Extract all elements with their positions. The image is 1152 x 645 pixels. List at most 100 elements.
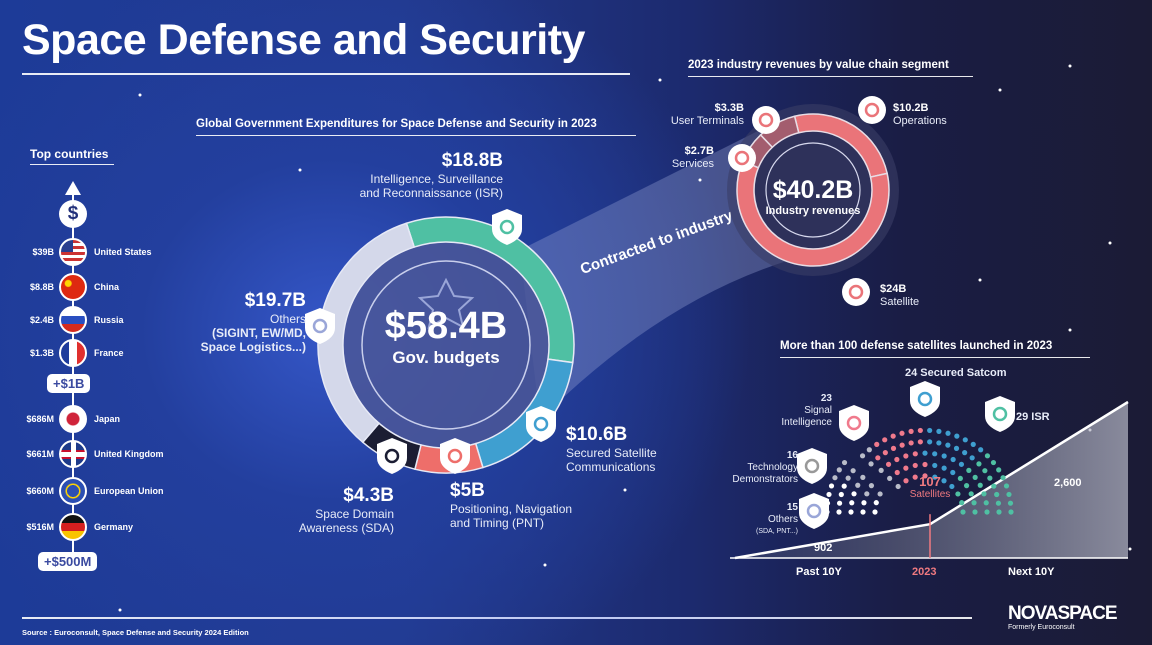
satellite-dot	[836, 509, 842, 515]
satellite-dot	[960, 509, 966, 515]
country-name: Japan	[94, 414, 121, 424]
satellite-dot	[969, 455, 975, 461]
satellite-dot	[953, 445, 960, 451]
sigint-l1: Signal	[804, 405, 832, 416]
pnt-l2: and Timing (PNT)	[450, 516, 545, 530]
radar-icon	[377, 438, 407, 474]
source-text: Source : Euroconsult, Space Defense and …	[22, 628, 249, 637]
satellite-dot	[890, 445, 897, 451]
star-icon	[417, 277, 475, 329]
satellite-dot	[912, 462, 918, 469]
page-title: Space Defense and Security	[22, 16, 585, 64]
satellite-dot	[955, 491, 961, 497]
satellite-dot	[932, 474, 938, 480]
satellite-dot	[941, 453, 947, 459]
divider	[688, 76, 973, 77]
satellite-dot	[899, 442, 905, 448]
satellite-dot	[941, 478, 947, 484]
flag-icon	[59, 477, 87, 505]
pnt-l1: Positioning, Navigation	[450, 502, 573, 516]
country-name: European Union	[94, 486, 164, 496]
satellite-dot	[851, 491, 857, 497]
divider	[780, 357, 1090, 358]
threshold-1b: +$1B	[47, 374, 91, 393]
divider	[196, 135, 636, 136]
satellite-dot	[836, 467, 842, 473]
satellite-dot	[903, 465, 909, 471]
satellite-dot	[890, 433, 896, 439]
satellite-text: Satellite	[880, 296, 920, 308]
star	[298, 168, 302, 172]
dollar-icon: $	[59, 200, 87, 228]
flag-icon	[59, 405, 87, 433]
gov-total: $58.4B	[384, 305, 508, 347]
others-l3: Space Logistics...)	[200, 340, 306, 354]
gov-inner-ring	[361, 260, 531, 430]
country-name: China	[94, 282, 120, 292]
satellite-dot	[957, 475, 963, 482]
country-name: United Kingdom	[94, 449, 164, 459]
country-value: $8.8B	[29, 282, 54, 292]
gov-donut-hole	[343, 242, 549, 448]
x-tick-2023: 2023	[912, 566, 937, 578]
services-value: $2.7B	[684, 145, 714, 157]
satellite-dot	[1006, 491, 1012, 498]
arrow-up-icon	[65, 181, 81, 195]
satellite-dot	[990, 459, 997, 466]
satellite-dot	[908, 428, 914, 434]
services-text: Services	[671, 158, 714, 170]
isr-label: $18.8B Intelligence, Surveillance and Re…	[340, 150, 503, 200]
satellite-dot	[894, 456, 900, 463]
contracted-band	[520, 130, 790, 420]
radio-icon	[752, 106, 780, 134]
satellite-dot	[872, 509, 878, 515]
satellite-dot	[855, 482, 861, 488]
country-name: Germany	[94, 522, 134, 532]
star	[1068, 328, 1072, 332]
star	[138, 93, 142, 97]
flag-icon	[59, 306, 87, 334]
terminals-label: $3.3B User Terminals	[650, 102, 744, 128]
country-value: $660M	[26, 486, 54, 496]
satellite-dot	[841, 483, 847, 489]
satellite-dot	[868, 483, 875, 489]
satellite-icon	[526, 406, 556, 442]
sigint-n: 23	[820, 393, 832, 404]
satellite-dot	[954, 433, 960, 439]
star	[1068, 64, 1072, 68]
others-label: $19.7B Others (SIGINT, EW/MD, Space Logi…	[170, 290, 306, 354]
operations-value: $10.2B	[893, 102, 929, 114]
satellite-dot	[836, 500, 843, 506]
others-icon	[305, 308, 335, 344]
tech-icon	[797, 448, 827, 484]
others-l2: (SDA, PNT...)	[755, 528, 798, 535]
isr-count: 29 ISR	[1016, 411, 1050, 423]
satellite-dot	[841, 459, 848, 466]
satellite-dot	[866, 447, 872, 453]
satellite-dot	[996, 467, 1002, 473]
threshold-500m: +$500M	[38, 552, 98, 571]
others-l1: Others	[269, 312, 306, 326]
industry-total-label: Industry revenues	[765, 205, 861, 217]
industry-hole	[755, 132, 871, 248]
eye-icon	[985, 396, 1015, 432]
satellite-dot	[849, 500, 855, 506]
satellite-dot	[1000, 475, 1006, 481]
satellite-dot	[927, 427, 933, 434]
tech-l1: Technology	[747, 462, 798, 473]
satellite-dot	[859, 453, 866, 459]
top-countries-heading: Top countries	[30, 147, 109, 161]
sigint-count: 23 Signal Intelligence	[760, 393, 832, 429]
industry-total: $40.2B	[772, 176, 854, 204]
satellite-dot	[932, 451, 938, 457]
others-count: 15 Others (SDA, PNT...)	[730, 502, 798, 538]
satellite-dot	[882, 437, 888, 443]
others-icon	[799, 493, 829, 529]
satellite-dot	[860, 474, 866, 480]
satellite-dot	[972, 474, 978, 480]
satellite-dot	[983, 500, 989, 506]
star	[543, 563, 547, 567]
signal-icon	[839, 405, 869, 441]
gear-icon	[858, 96, 886, 124]
